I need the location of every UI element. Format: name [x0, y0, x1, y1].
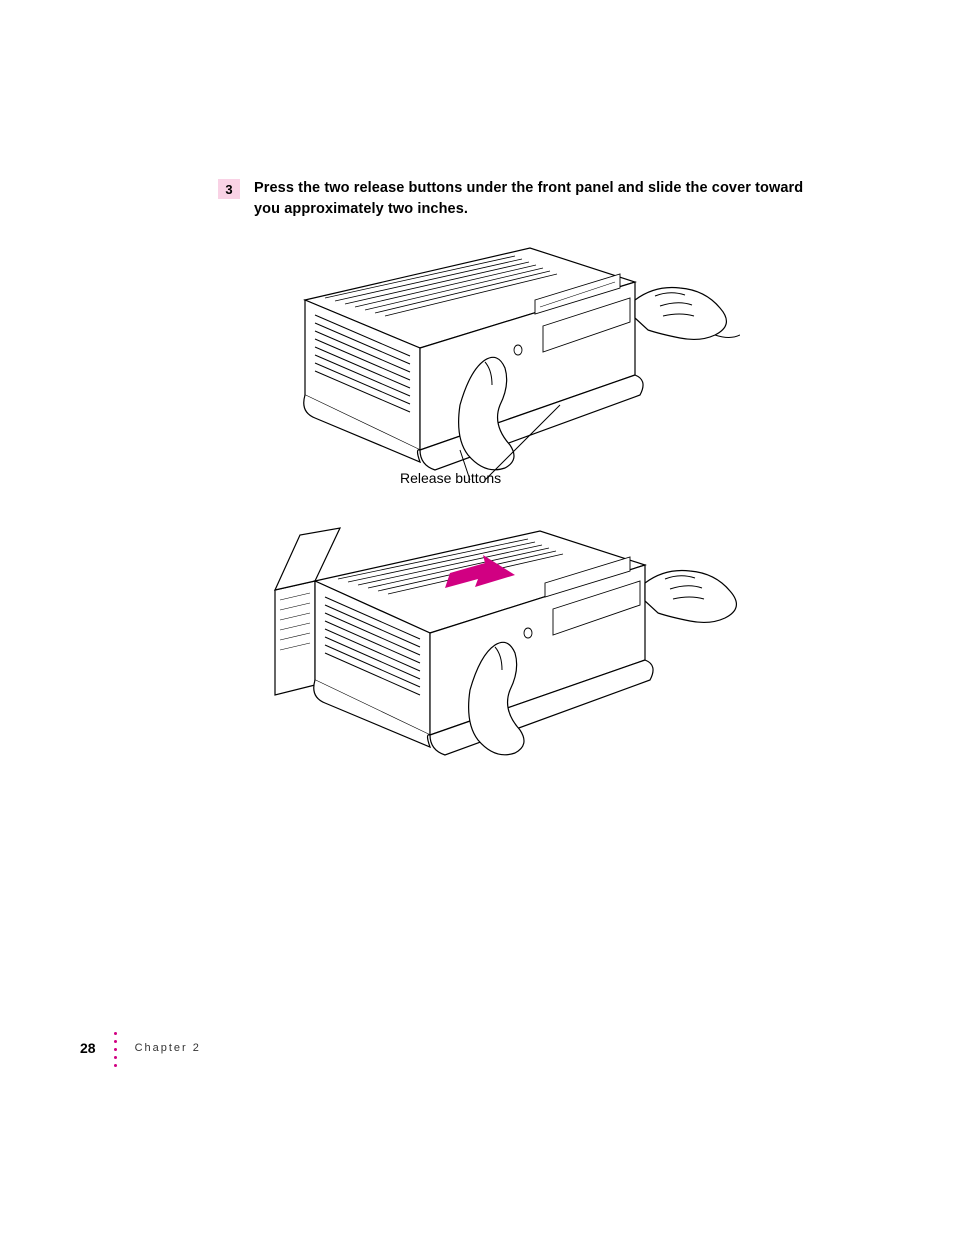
- document-page: 3 Press the two release buttons under th…: [0, 0, 954, 1235]
- hand-right: [635, 288, 740, 340]
- step-row: 3 Press the two release buttons under th…: [218, 178, 818, 220]
- computer-illustration-1: [260, 240, 740, 490]
- figure-1: [260, 240, 740, 490]
- step-number: 3: [225, 182, 232, 197]
- step-instruction-text: Press the two release buttons under the …: [254, 178, 818, 220]
- step-number-box: 3: [218, 179, 240, 199]
- footer-dots-icon: [114, 1032, 117, 1067]
- figure-1-caption: Release buttons: [400, 470, 501, 486]
- chapter-label: Chapter 2: [135, 1042, 201, 1054]
- page-footer: 28 Chapter 2: [80, 1030, 201, 1065]
- figure-2: [260, 525, 740, 785]
- computer-illustration-2: [260, 525, 740, 785]
- hand-right-2: [645, 571, 736, 623]
- page-number: 28: [80, 1040, 96, 1056]
